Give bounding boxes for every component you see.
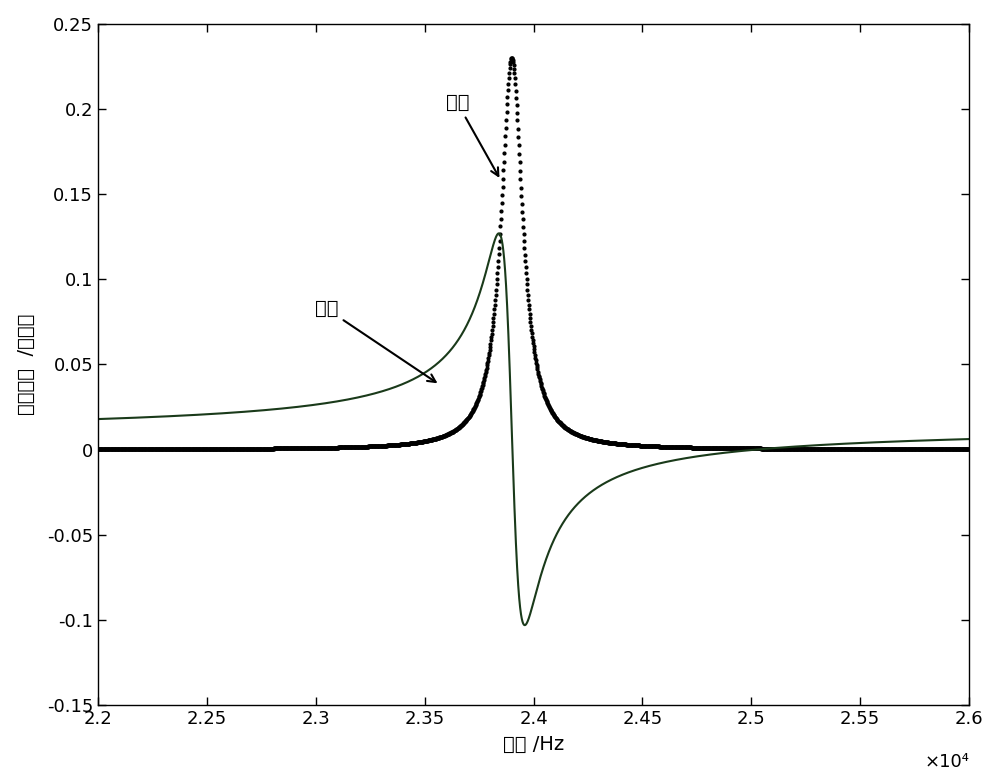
Text: ×10⁴: ×10⁴ [924,753,969,771]
Y-axis label: 导纳幅値  /西门子: 导纳幅値 /西门子 [17,314,36,415]
X-axis label: 频率 /Hz: 频率 /Hz [503,735,564,754]
Text: 电导: 电导 [446,93,498,176]
Text: 电纳: 电纳 [315,300,436,382]
